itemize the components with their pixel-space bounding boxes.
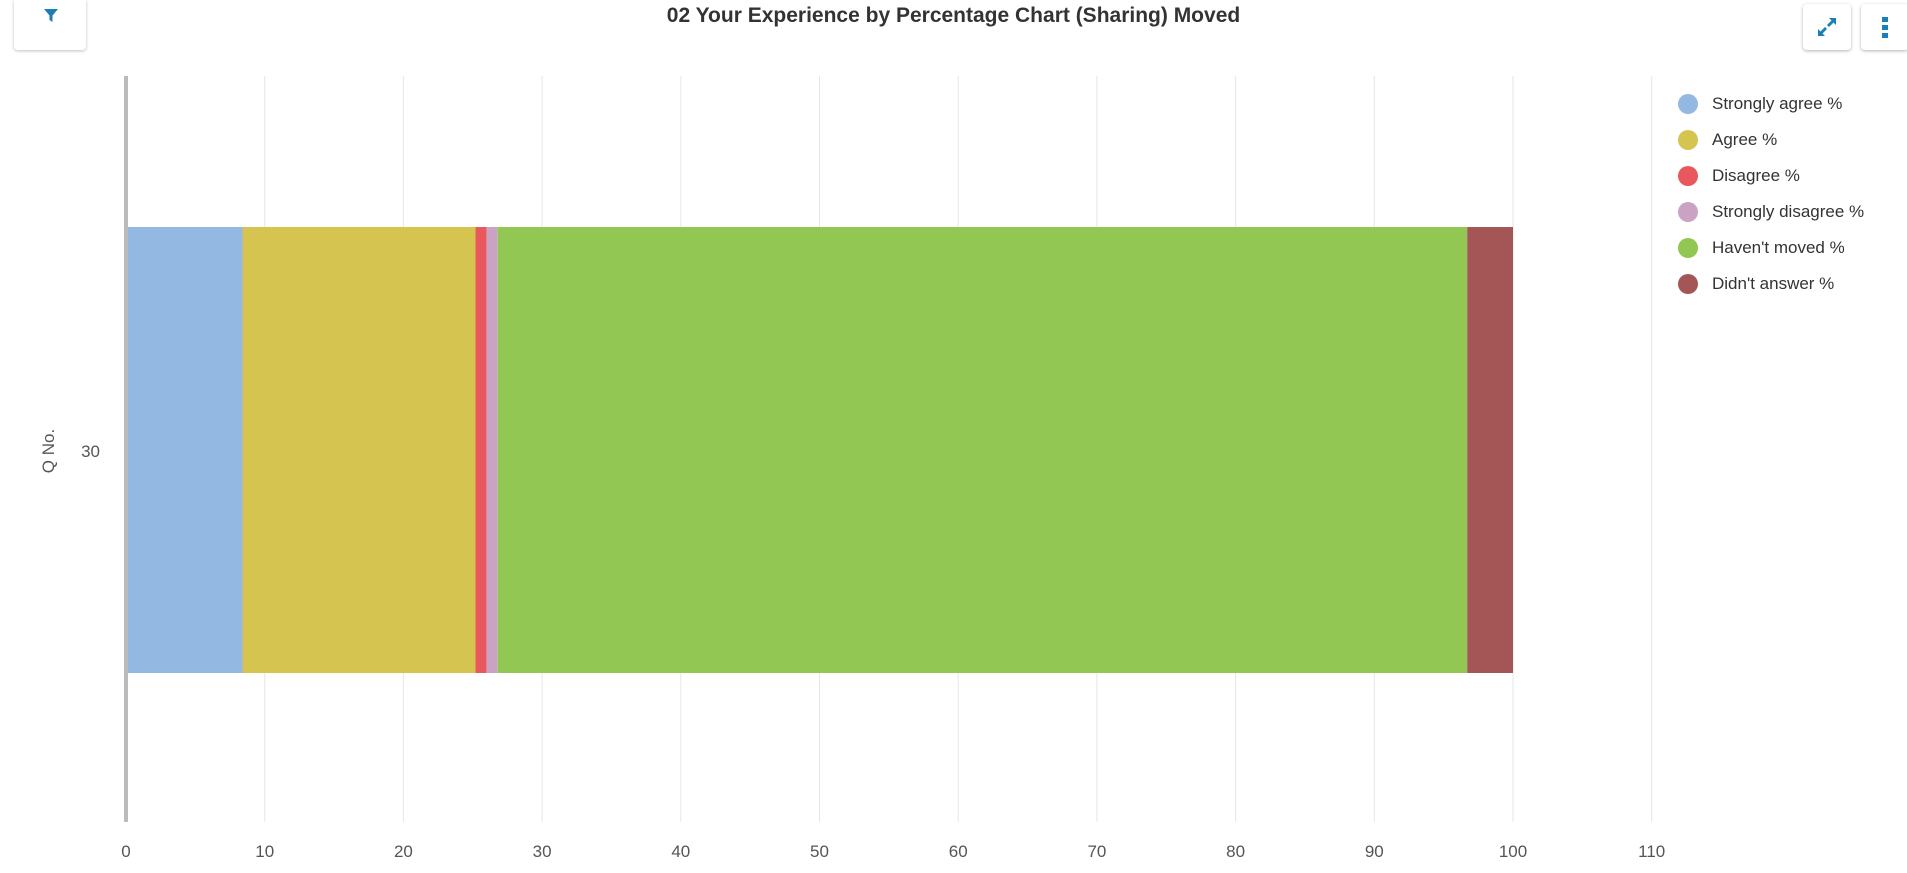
legend-label: Agree % xyxy=(1712,130,1778,149)
more-vertical-icon xyxy=(1882,17,1888,38)
x-tick-label: 100 xyxy=(1499,842,1527,861)
legend-marker xyxy=(1678,166,1698,186)
x-tick-label: 10 xyxy=(255,842,274,861)
legend-item[interactable]: Strongly disagree % xyxy=(1678,194,1864,230)
legend-marker xyxy=(1678,130,1698,150)
filter-icon xyxy=(44,9,58,22)
bar-segment[interactable] xyxy=(242,227,476,673)
x-tick-label: 0 xyxy=(121,842,130,861)
legend-item[interactable]: Didn't answer % xyxy=(1678,266,1864,302)
expand-button[interactable] xyxy=(1803,4,1851,50)
legend-item[interactable]: Haven't moved % xyxy=(1678,230,1864,266)
legend-label: Disagree % xyxy=(1712,166,1800,185)
x-tick-label: 20 xyxy=(394,842,413,861)
bar-segment[interactable] xyxy=(475,227,487,673)
bar-segment[interactable] xyxy=(126,227,243,673)
bar-segment[interactable] xyxy=(1467,227,1513,673)
legend-item[interactable]: Agree % xyxy=(1678,122,1864,158)
legend-item[interactable]: Strongly agree % xyxy=(1678,86,1864,122)
bar-segments xyxy=(126,227,1513,673)
x-tick-label: 90 xyxy=(1365,842,1384,861)
legend-label: Haven't moved % xyxy=(1712,238,1845,257)
x-tick-label: 60 xyxy=(949,842,968,861)
legend-label: Didn't answer % xyxy=(1712,274,1835,293)
chart-title: 02 Your Experience by Percentage Chart (… xyxy=(666,4,1241,27)
expand-icon xyxy=(1818,18,1836,36)
legend-item[interactable]: Disagree % xyxy=(1678,158,1864,194)
more-menu-button[interactable] xyxy=(1861,4,1907,50)
x-tick-label: 50 xyxy=(810,842,829,861)
x-tick-label: 80 xyxy=(1226,842,1245,861)
x-tick-label: 70 xyxy=(1087,842,1106,861)
y-axis-title: Q No. xyxy=(39,429,58,473)
legend-marker xyxy=(1678,202,1698,222)
filter-button[interactable] xyxy=(14,0,86,50)
bar-segment[interactable] xyxy=(486,227,498,673)
legend-marker xyxy=(1678,238,1698,258)
legend: Strongly agree % Agree % Disagree % Strongl… xyxy=(1678,86,1864,302)
x-tick-label: 30 xyxy=(533,842,552,861)
legend-label: Strongly disagree % xyxy=(1712,202,1865,221)
bar-segment[interactable] xyxy=(497,227,1468,673)
x-axis-ticks: 0 10 20 30 40 50 60 70 80 90 100 110 xyxy=(121,842,1665,861)
legend-marker xyxy=(1678,274,1698,294)
legend-marker xyxy=(1678,94,1698,114)
x-tick-label: 110 xyxy=(1638,842,1665,861)
y-tick-label: 30 xyxy=(81,442,100,461)
legend-label: Strongly agree % xyxy=(1712,94,1843,113)
x-tick-label: 40 xyxy=(671,842,690,861)
